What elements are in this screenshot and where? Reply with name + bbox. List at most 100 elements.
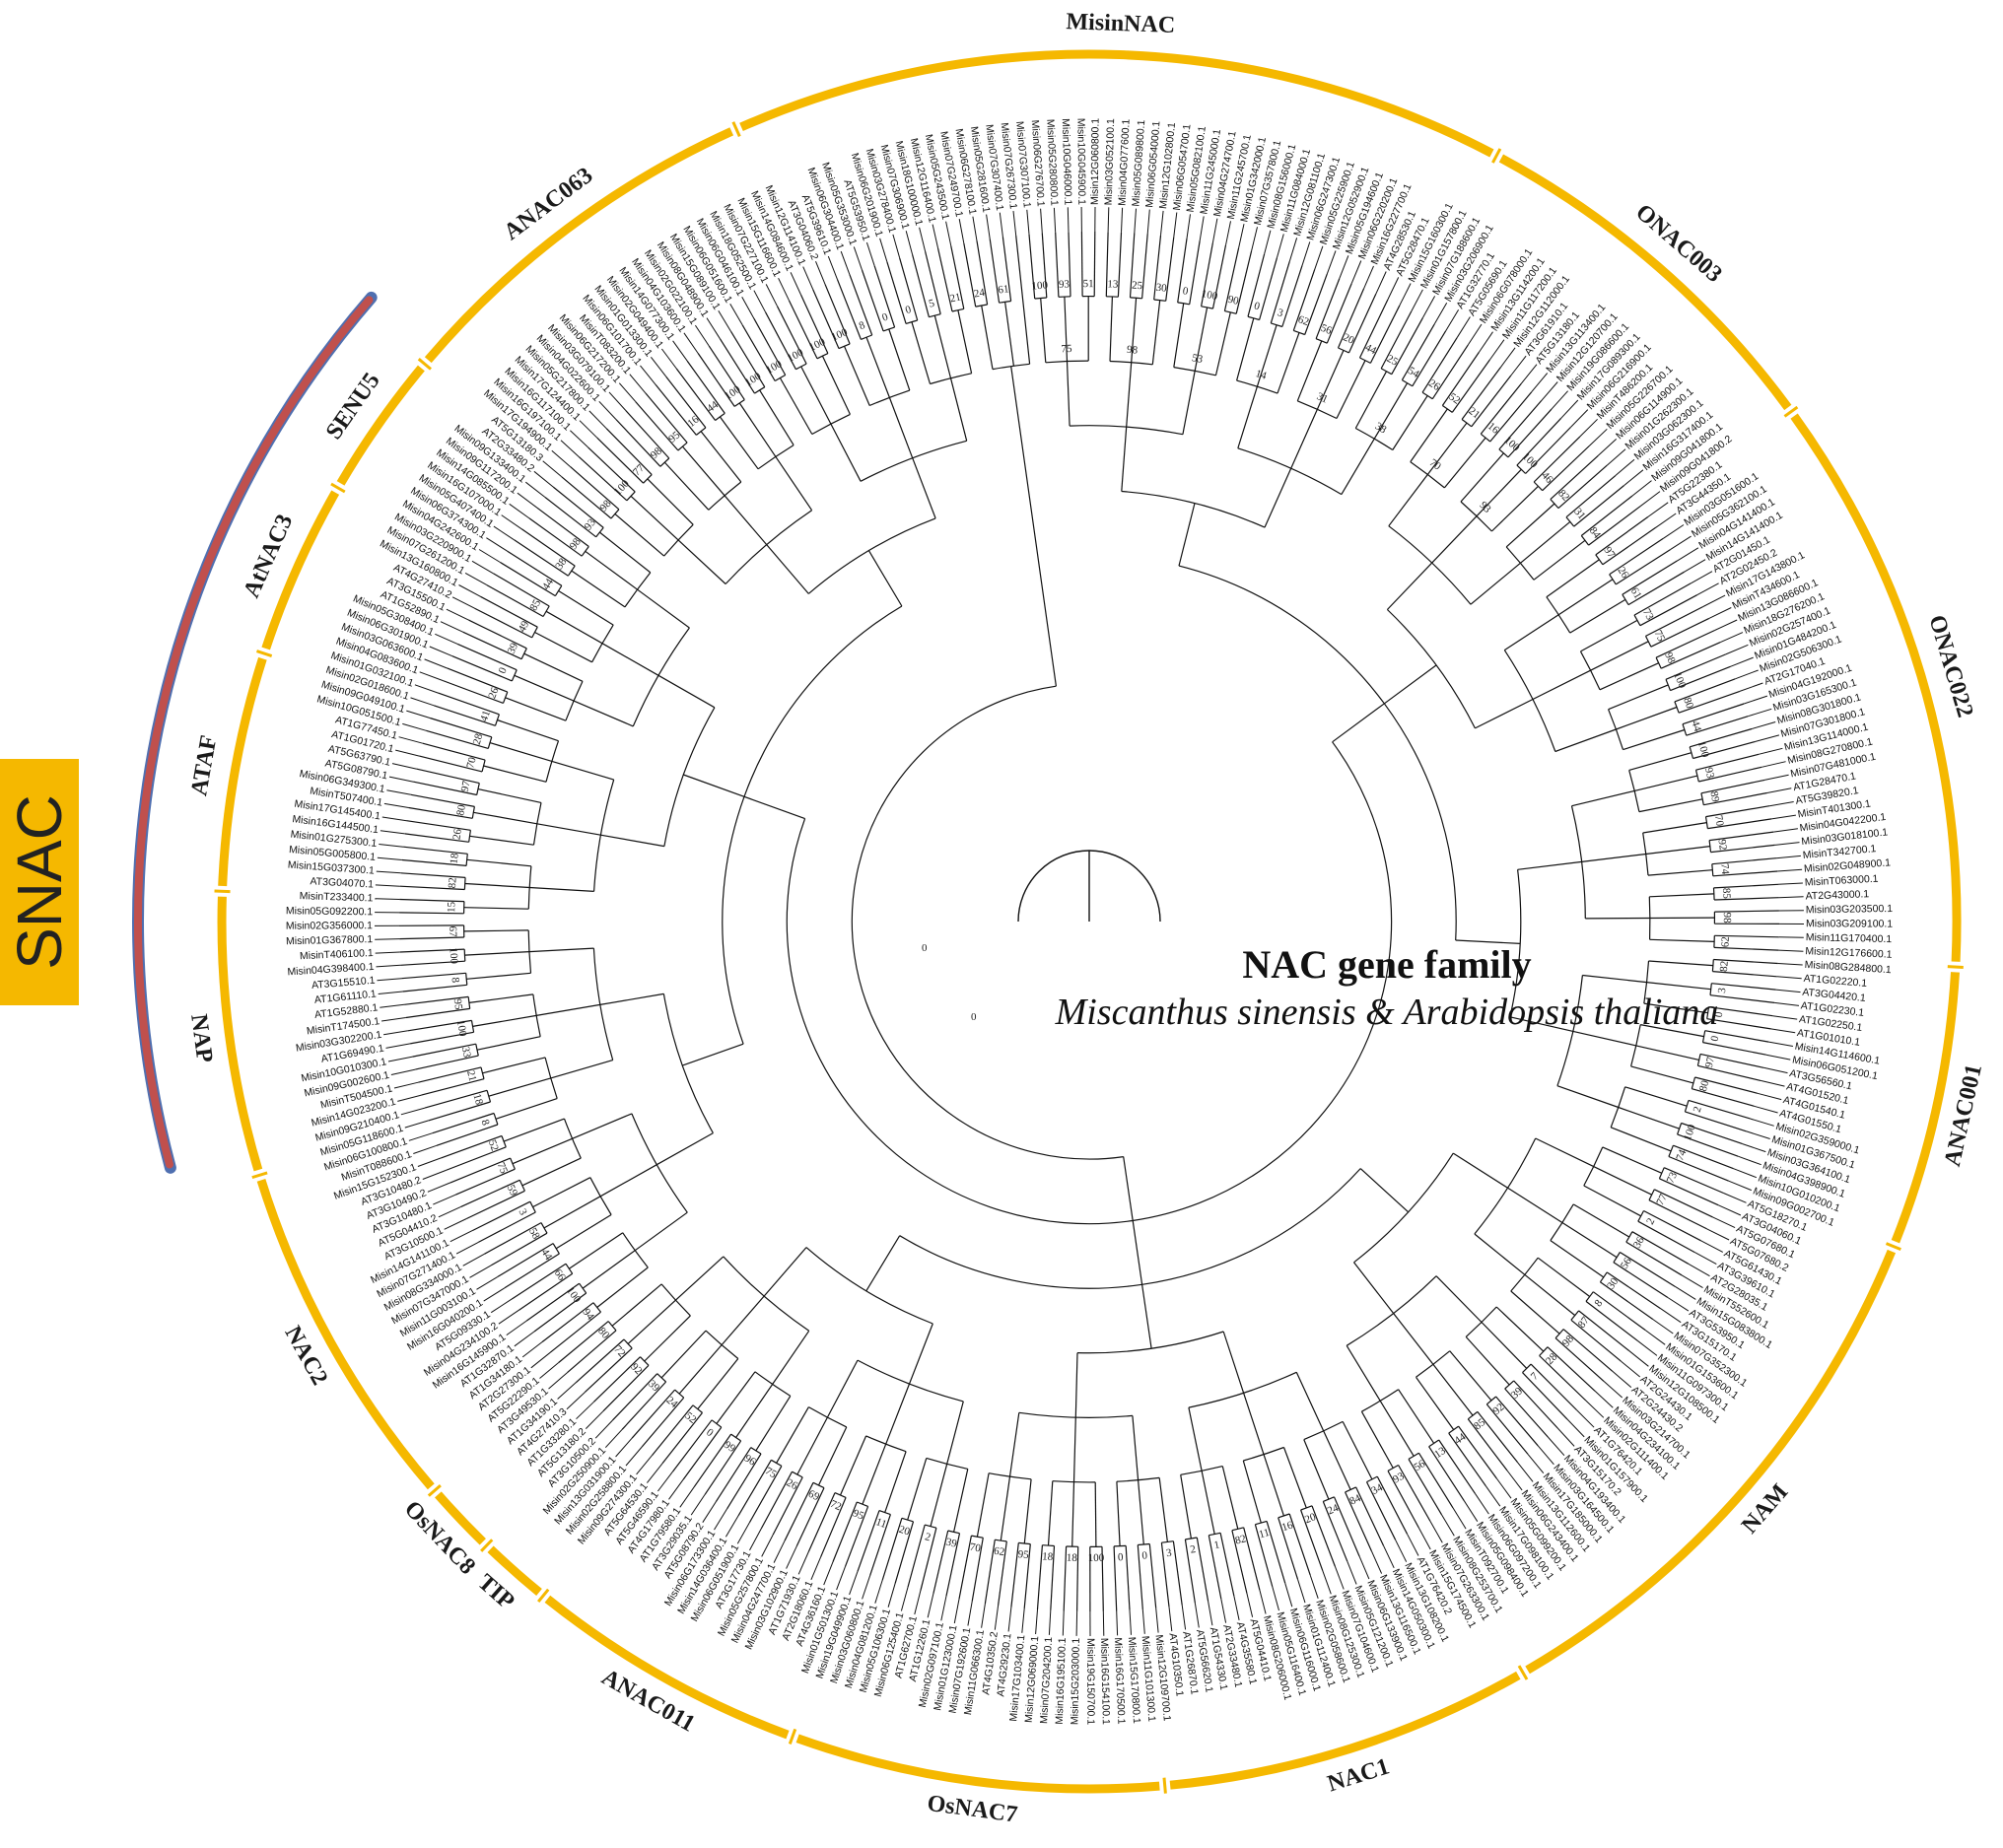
tree-leaf-branch [376,964,401,968]
leaf-label: Misin12G060800.1 [1089,118,1102,205]
bootstrap-value: 26 [450,828,463,841]
tree-leaf-branch [387,1056,413,1062]
tree-branch [1184,1539,1196,1604]
tree-branch [406,820,471,831]
leaf-label: Misin03G052100.1 [1103,118,1117,206]
tree-branch [1380,310,1413,370]
tree-branch [674,1256,725,1301]
tree-branch [1254,1524,1274,1588]
tree-branch [1685,1111,1747,1132]
bootstrap-value: 0 [1118,1551,1125,1563]
bootstrap-value: 98 [649,445,665,461]
bootstrap-value: 92 [628,1361,644,1377]
tree-branch [596,1266,649,1308]
tree-leaf-branch [1053,207,1057,233]
tree-branch [1678,690,1741,714]
tree-branch [572,1113,633,1139]
tree-branch [432,1112,495,1134]
tree-leaf-branch [408,1132,433,1141]
tree-branch [1674,678,1736,703]
tree-leaf-branch [647,1463,663,1483]
tree-leaf-branch [749,1528,762,1551]
tree-branch [1533,436,1581,483]
tree-branch [505,697,567,721]
tree-leaf-branch [761,1534,774,1557]
tree-branch [507,550,563,586]
bootstrap-value: 72 [828,1498,843,1513]
bootstrap-value: 20 [1303,1511,1318,1526]
tree-branch [454,1168,516,1196]
subfamily-label: ANAC011 [597,1665,699,1738]
bootstrap-value: 1 [1213,1539,1221,1551]
tree-branch [779,377,813,435]
tree-branch [1714,910,1779,913]
tree-branch [1323,1430,1351,1490]
tree-leaf-branch [417,1157,442,1167]
tree-branch [1505,503,1555,548]
tree-branch [800,366,832,425]
tree-leaf-branch [566,1392,586,1410]
tree-branch [1510,1290,1560,1335]
tree-branch [663,461,710,511]
tree-branch [514,539,569,577]
tree-branch [1480,382,1522,435]
tree-branch [1221,1466,1239,1530]
bootstrap-value: 52 [682,1410,698,1426]
tree-branch [1648,960,1713,967]
tree-branch [678,1344,723,1395]
tree-branch [1113,1545,1118,1611]
tree-branch [1645,846,1710,856]
bootstrap-value: 2 [1190,1543,1197,1556]
tree-branch [1431,515,1478,564]
tree-branch [1435,1275,1483,1323]
bootstrap-value: 85 [527,597,543,613]
bootstrap-value: 98 [1721,913,1733,924]
tree-leaf-branch [375,884,400,887]
tree-leaf-branch [1628,1350,1649,1367]
tree-branch [661,1412,703,1465]
tree-branch [644,1315,691,1362]
tree-leaf-branch [435,633,458,645]
tree-branch [1222,1331,1245,1394]
tree-branch [1580,495,1633,536]
bootstrap-value: 98 [597,498,614,514]
tree-branch [1132,1415,1140,1480]
tree-leaf-branch [402,722,427,731]
tree-leaf-branch [451,596,475,609]
subfamily-ring-segment [544,1595,790,1740]
tree-leaf-branch [1314,245,1324,270]
bootstrap-value: 95 [1017,1548,1030,1561]
tree-branch [1452,1152,1508,1189]
bootstrap-value: 3 [1276,307,1284,319]
tree-branch [1709,994,1775,1003]
tree-leaf-branch [1531,373,1549,393]
tree-arc [1480,433,1491,443]
bootstrap-value: 100 [743,370,764,388]
tree-leaf-branch [1350,260,1362,284]
bootstrap-value: 100 [1695,740,1711,760]
tree-leaf-branch [1168,1607,1173,1632]
tree-branch [518,1272,574,1311]
tree-branch [1585,1300,1638,1341]
bootstrap-value: 92 [1490,1402,1506,1417]
tree-branch [1188,1406,1203,1472]
tree-branch [681,445,725,497]
tree-leaf-branch [1719,632,1744,644]
tree-leaf-branch [381,1017,406,1022]
tree-leaf-branch [588,410,607,430]
tree-branch [1311,1505,1336,1567]
tree-leaf-branch [694,324,710,347]
tree-arc [882,326,895,332]
tree-branch [1660,642,1721,669]
leaf-label: Misin16G195100.1 [1054,1637,1069,1725]
tree-leaf-branch [517,492,538,509]
tree-leaf-branch [1774,1001,1800,1006]
tree-branch [730,331,766,388]
tree-leaf-branch [1606,448,1626,466]
tree-branch [1700,779,1765,794]
bootstrap-value: 53 [1191,352,1205,366]
tree-branch [1247,253,1266,317]
bootstrap-value: 100 [448,947,460,965]
tree-branch [1116,1481,1121,1546]
bootstrap-value: 93 [583,516,599,532]
